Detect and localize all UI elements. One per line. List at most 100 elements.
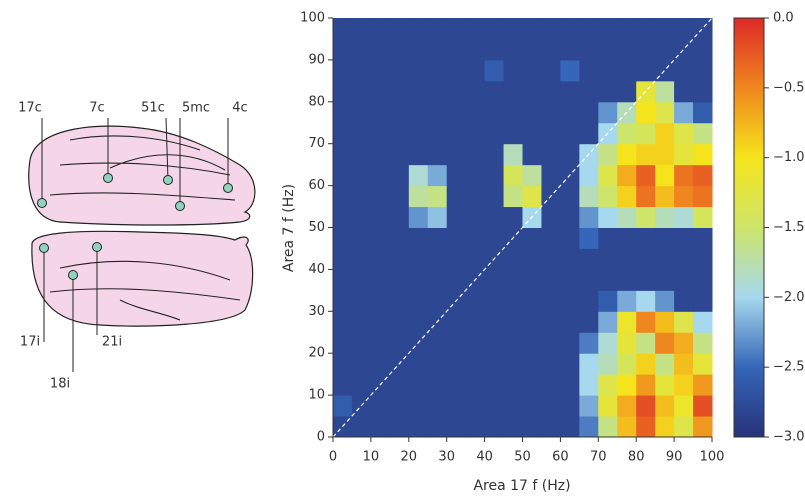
heat-cell (371, 18, 390, 39)
heat-cell (485, 18, 504, 39)
heat-cell (579, 102, 598, 123)
heat-cell (674, 102, 693, 123)
heat-cell (636, 123, 655, 144)
heat-cell (560, 207, 579, 228)
x-tick-label: 80 (628, 450, 645, 465)
heat-cell (693, 60, 712, 81)
heat-cell (674, 81, 693, 102)
heat-cell (523, 81, 542, 102)
heat-cell (371, 123, 390, 144)
heat-cell (523, 123, 542, 144)
brain-bottom (32, 231, 253, 326)
heat-cell (636, 186, 655, 207)
heat-cell (447, 332, 466, 353)
heat-cell (371, 332, 390, 353)
heat-cell (598, 207, 617, 228)
site-label: 4c (232, 101, 247, 116)
heat-cell (333, 102, 352, 123)
heat-cell (636, 416, 655, 437)
heat-cell (447, 18, 466, 39)
heat-cell (333, 144, 352, 165)
heat-cell (447, 416, 466, 437)
heat-cell (504, 290, 523, 311)
heat-cell (447, 144, 466, 165)
heat-cell (523, 144, 542, 165)
heat-cell (655, 165, 674, 186)
heat-cell (655, 18, 674, 39)
heat-cell (409, 186, 428, 207)
heat-cell (693, 311, 712, 332)
heat-cell (409, 248, 428, 269)
heat-cell (352, 248, 371, 269)
heat-cell (333, 186, 352, 207)
heat-cell (598, 144, 617, 165)
heat-cell (333, 374, 352, 395)
heat-cell (636, 165, 655, 186)
site-label: 18i (50, 377, 70, 392)
heat-cell (541, 311, 560, 332)
heat-cell (428, 290, 447, 311)
heat-cell (541, 144, 560, 165)
heat-cell (693, 165, 712, 186)
x-tick-label: 100 (700, 450, 725, 465)
heat-cell (428, 228, 447, 249)
heat-cell (636, 269, 655, 290)
heat-cell (504, 186, 523, 207)
heat-cell (655, 81, 674, 102)
heat-cell (504, 102, 523, 123)
heat-cell (598, 416, 617, 437)
y-tick-label: 90 (308, 52, 325, 67)
heat-cell (617, 248, 636, 269)
heat-cell (693, 144, 712, 165)
heat-cell (541, 269, 560, 290)
heat-cell (352, 60, 371, 81)
y-tick-label: 50 (308, 220, 325, 235)
heat-cell (655, 290, 674, 311)
heat-cell (636, 353, 655, 374)
heat-cell (333, 123, 352, 144)
heat-cell (485, 165, 504, 186)
heat-cell (674, 123, 693, 144)
heat-cell (485, 374, 504, 395)
heat-cell (636, 311, 655, 332)
heat-cell (409, 81, 428, 102)
heat-cell (504, 123, 523, 144)
site-label: 17c (18, 101, 42, 116)
heat-cell (428, 165, 447, 186)
heat-cell (333, 228, 352, 249)
site-label: 21i (102, 335, 122, 350)
y-tick-label: 20 (308, 346, 325, 361)
heat-cell (560, 416, 579, 437)
heat-cell (409, 395, 428, 416)
heat-cell (447, 228, 466, 249)
heat-cell (523, 39, 542, 60)
y-tick-label: 30 (308, 304, 325, 319)
heat-cell (390, 269, 409, 290)
heat-cell (693, 207, 712, 228)
heat-cell (674, 311, 693, 332)
heat-cell (485, 207, 504, 228)
heat-cell (466, 353, 485, 374)
heat-cell (636, 248, 655, 269)
heat-cell (560, 60, 579, 81)
heat-cell (617, 311, 636, 332)
heat-cell (371, 311, 390, 332)
x-tick-label: 60 (552, 450, 569, 465)
heat-cell (541, 102, 560, 123)
heat-cell (504, 207, 523, 228)
heat-cell (352, 332, 371, 353)
heat-cell (541, 123, 560, 144)
heat-cell (636, 18, 655, 39)
x-tick-label: 90 (666, 450, 683, 465)
heat-cell (485, 39, 504, 60)
heat-cell (655, 395, 674, 416)
heat-cell (466, 81, 485, 102)
heat-cell (504, 18, 523, 39)
electrode (93, 243, 102, 252)
heat-cell (693, 123, 712, 144)
heat-cell (674, 353, 693, 374)
heat-cell (466, 311, 485, 332)
heat-cell (617, 81, 636, 102)
heat-cell (504, 269, 523, 290)
heat-cell (390, 81, 409, 102)
